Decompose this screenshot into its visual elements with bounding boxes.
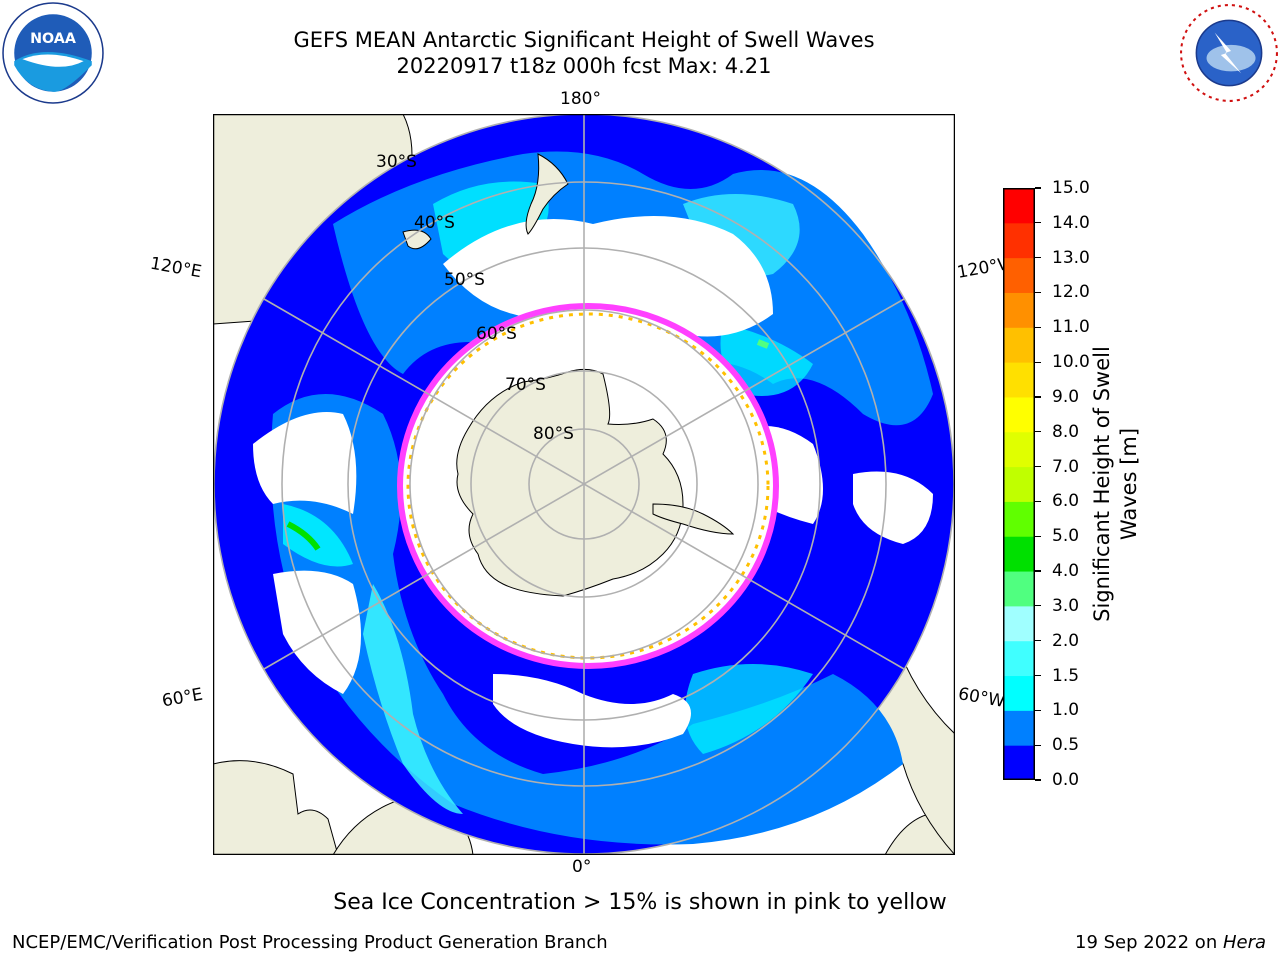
colorbar-tickmark (1035, 709, 1041, 711)
footer-date-text: 19 Sep 2022 on (1075, 932, 1223, 953)
colorbar (1003, 188, 1035, 780)
colorbar-tickmark (1035, 291, 1041, 294)
lat-label-60s: 60°S (476, 324, 517, 344)
lon-label-0: 0° (572, 857, 592, 877)
colorbar-tickmark (1035, 674, 1041, 677)
new-zealand-landmass (525, 153, 569, 235)
colorbar-tickmark (1035, 396, 1041, 398)
colorbar-segment (1003, 222, 1035, 259)
colorbar-tick-label: 1.0 (1052, 700, 1080, 721)
colorbar-tick-label: 13.0 (1052, 247, 1090, 268)
antarctic-peninsula (652, 503, 735, 535)
colorbar-tickmark (1035, 640, 1041, 642)
footer-date: 19 Sep 2022 on Hera (1075, 932, 1266, 953)
footer-credit: NCEP/EMC/Verification Post Processing Pr… (12, 932, 608, 953)
colorbar-tickmark (1035, 257, 1041, 259)
colorbar-segment (1003, 327, 1035, 363)
colorbar-segment (1003, 257, 1035, 293)
colorbar-label: Significant Height of Swell Waves [m] (1090, 346, 1141, 622)
lat-label-80s: 80°S (533, 424, 574, 444)
colorbar-tickmark (1035, 535, 1041, 537)
polar-map (213, 114, 955, 855)
colorbar-tick-label: 6.0 (1052, 491, 1080, 512)
colorbar-segment (1003, 640, 1035, 677)
footer-host: Hera (1222, 932, 1266, 953)
colorbar-tickmark (1035, 187, 1041, 189)
colorbar-tick-label: 7.0 (1052, 456, 1080, 477)
colorbar-segment (1003, 292, 1035, 328)
chart-title: GEFS MEAN Antarctic Significant Height o… (293, 28, 875, 52)
colorbar-tickmark (1035, 744, 1041, 746)
colorbar-tick-label: 3.0 (1052, 595, 1080, 616)
colorbar-tick-label: 12.0 (1052, 282, 1090, 303)
colorbar-tick-label: 0.0 (1052, 770, 1080, 790)
colorbar-tick-label: 9.0 (1052, 386, 1080, 407)
colorbar-segment (1003, 396, 1035, 433)
colorbar-tickmark (1035, 326, 1041, 328)
svg-text:NOAA: NOAA (30, 31, 76, 47)
colorbar-tick-label: 5.0 (1052, 526, 1080, 547)
colorbar-segment (1003, 362, 1035, 398)
lat-label-40s: 40°S (414, 213, 455, 233)
africa-landmass (213, 760, 339, 855)
colorbar-tick-label: 0.5 (1052, 735, 1080, 756)
lat-label-50s: 50°S (444, 270, 485, 290)
colorbar-tick-label: 10.0 (1052, 352, 1090, 373)
colorbar-tick-label: 2.0 (1052, 630, 1080, 651)
antarctica-landmass (456, 368, 684, 597)
chart-subtitle: 20220917 t18z 000h fcst Max: 4.21 (396, 54, 772, 78)
lon-label-120e: 120°E (148, 253, 204, 283)
colorbar-segment (1003, 431, 1035, 468)
colorbar-tickmark (1035, 570, 1041, 572)
colorbar-tick-label: 8.0 (1052, 421, 1080, 442)
sea-ice-footnote: Sea Ice Concentration > 15% is shown in … (333, 890, 947, 915)
colorbar-segment (1003, 605, 1035, 642)
colorbar-tickmark (1035, 605, 1041, 607)
colorbar-tick-label: 4.0 (1052, 561, 1080, 582)
nws-logo-icon (1179, 3, 1279, 103)
colorbar-segment (1003, 466, 1035, 502)
colorbar-segment (1003, 536, 1035, 572)
lon-label-180: 180° (560, 89, 601, 109)
colorbar-tickmark (1035, 500, 1041, 502)
colorbar-tick-label: 11.0 (1052, 317, 1090, 338)
colorbar-tickmark (1035, 779, 1041, 781)
lon-label-60e: 60°E (160, 684, 205, 712)
colorbar-segment (1003, 710, 1035, 746)
lat-label-30s: 30°S (376, 152, 417, 172)
noaa-logo-icon: NOAA (2, 2, 104, 104)
colorbar-tick-label: 1.5 (1052, 665, 1080, 686)
colorbar-segment (1003, 501, 1035, 537)
colorbar-segment (1003, 571, 1035, 607)
colorbar-segment (1003, 188, 1035, 224)
colorbar-tick-label: 14.0 (1052, 212, 1090, 233)
colorbar-tickmark (1035, 465, 1041, 468)
colorbar-segment (1003, 675, 1035, 711)
colorbar-tickmark (1035, 431, 1041, 433)
calm-regions (253, 216, 933, 748)
colorbar-tickmark (1035, 361, 1041, 363)
lat-label-70s: 70°S (505, 375, 546, 395)
colorbar-segment (1003, 745, 1035, 780)
colorbar-tick-label: 15.0 (1052, 178, 1090, 198)
colorbar-tickmark (1035, 222, 1041, 224)
lon-label-60w: 60°W (956, 684, 1007, 712)
